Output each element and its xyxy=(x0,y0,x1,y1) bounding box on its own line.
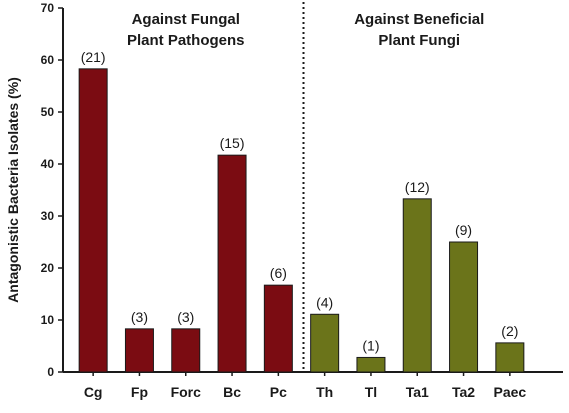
x-tick-label: Pc xyxy=(270,384,287,400)
y-tick-label: 0 xyxy=(47,365,54,379)
bar-ta2 xyxy=(449,241,479,373)
y-tick-label: 50 xyxy=(41,105,55,119)
bar-th xyxy=(310,313,340,373)
bar-fp xyxy=(124,328,154,373)
y-tick-label: 70 xyxy=(41,1,55,15)
bar-tl xyxy=(356,356,386,373)
bar-forc xyxy=(171,328,201,373)
data-label: (12) xyxy=(405,179,430,195)
data-label: (3) xyxy=(131,309,148,325)
group-title-line: Against Beneficial xyxy=(354,11,484,28)
x-tick-label: Tl xyxy=(365,384,377,400)
x-tick-label: Cg xyxy=(84,384,103,400)
data-label: (9) xyxy=(455,222,472,238)
axes: 0 10 20 30 40 50 60 70 xyxy=(41,1,563,379)
bars xyxy=(78,68,525,373)
x-tick-label: Th xyxy=(316,384,333,400)
data-label: (3) xyxy=(177,309,194,325)
group-title-line: Against Fungal xyxy=(132,11,240,28)
y-axis-label: Antagonistic Bacteria Isolates (%) xyxy=(5,77,21,303)
y-tick-label: 10 xyxy=(41,313,55,327)
y-tick-label: 30 xyxy=(41,209,55,223)
group-title-line: Plant Fungi xyxy=(378,32,460,49)
bar-cg xyxy=(78,68,108,373)
bar-pc xyxy=(263,284,293,373)
y-tick-label: 40 xyxy=(41,157,55,171)
data-label: (2) xyxy=(501,323,518,339)
data-label: (15) xyxy=(220,135,245,151)
bar-ta1 xyxy=(402,198,432,373)
x-tick-label: Forc xyxy=(171,384,202,400)
bar-paec xyxy=(495,342,525,373)
x-tick-label: Paec xyxy=(493,384,526,400)
data-label: (6) xyxy=(270,265,287,281)
x-tick-label: Ta2 xyxy=(452,384,475,400)
data-label: (1) xyxy=(362,337,379,353)
data-labels: Cg (21) Fp (3) Forc (3) Bc (15) Pc (6) Th (4) Tl (1) T… xyxy=(81,49,527,400)
x-tick-label: Fp xyxy=(131,384,148,400)
y-tick-label: 20 xyxy=(41,261,55,275)
x-tick-label: Bc xyxy=(223,384,241,400)
y-tick-label: 60 xyxy=(41,53,55,67)
data-label: (21) xyxy=(81,49,106,65)
group-title-line: Plant Pathogens xyxy=(127,32,245,49)
data-label: (4) xyxy=(316,294,333,310)
bar-bc xyxy=(217,154,247,373)
x-tick-label: Ta1 xyxy=(406,384,429,400)
group-titles: Against Fungal Plant Pathogens Against Ben… xyxy=(127,11,484,49)
